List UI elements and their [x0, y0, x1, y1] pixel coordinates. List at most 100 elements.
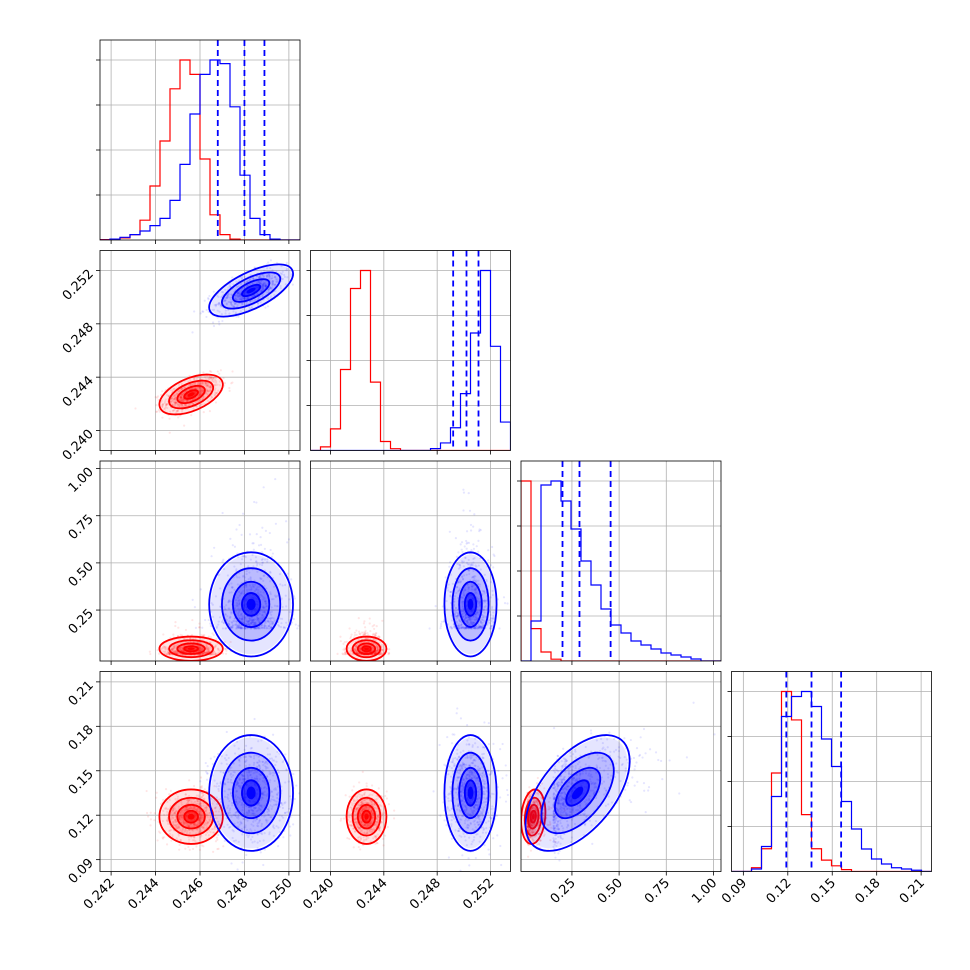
sample-point: [217, 302, 221, 305]
sample-point: [238, 290, 241, 293]
sample-point: [214, 595, 218, 598]
sample-point: [473, 592, 476, 595]
sample-point: [477, 579, 480, 582]
sample-point: [269, 619, 272, 622]
sample-point: [190, 383, 194, 386]
density-panel-2-1-series-2-contour-4: [241, 283, 262, 298]
sample-point: [473, 618, 476, 621]
sample-point: [205, 643, 208, 647]
sample-point: [387, 653, 390, 656]
sample-point: [250, 621, 253, 624]
sample-point: [166, 652, 169, 655]
sample-point: [471, 616, 474, 619]
sample-point: [245, 584, 248, 587]
sample-point: [441, 605, 444, 608]
sample-point: [237, 626, 240, 629]
sample-point: [477, 626, 480, 629]
sample-point: [198, 390, 201, 393]
sample-point: [456, 614, 460, 617]
sample-point: [190, 387, 193, 390]
sample-point: [197, 394, 201, 397]
sample-point: [200, 814, 203, 817]
sample-point: [382, 651, 385, 654]
sample-point: [238, 590, 241, 594]
sample-point: [173, 387, 176, 390]
sample-point: [357, 652, 360, 655]
sample-point: [179, 653, 182, 656]
sample-point: [205, 645, 208, 648]
sample-point: [234, 599, 238, 602]
sample-point: [171, 399, 174, 403]
sample-point: [468, 572, 471, 576]
sample-point: [178, 843, 181, 847]
sample-point: [456, 590, 460, 593]
sample-point: [170, 828, 173, 831]
sample-point: [168, 653, 171, 656]
sample-point: [199, 802, 202, 805]
sample-point: [199, 802, 202, 805]
sample-point: [460, 601, 464, 604]
sample-point: [210, 396, 213, 399]
sample-point: [457, 567, 461, 570]
sample-point: [196, 799, 199, 802]
sample-point: [204, 822, 207, 825]
sample-point: [376, 649, 379, 652]
sample-point: [178, 404, 181, 407]
sample-point: [180, 388, 184, 391]
sample-point: [265, 291, 269, 294]
sample-point: [358, 632, 361, 635]
sample-point: [165, 653, 169, 656]
sample-point: [174, 810, 177, 814]
sample-point: [236, 626, 239, 629]
sample-point: [240, 626, 243, 629]
sample-point: [266, 273, 269, 276]
sample-point: [458, 618, 461, 621]
sample-point: [210, 610, 213, 613]
sample-point: [186, 799, 189, 802]
sample-point: [261, 284, 264, 287]
sample-point: [198, 827, 201, 830]
sample-point: [230, 591, 233, 594]
sample-point: [210, 653, 213, 656]
sample-point: [474, 564, 477, 567]
sample-point: [263, 624, 266, 627]
sample-point: [182, 811, 185, 814]
sample-point: [177, 403, 180, 406]
sample-point: [264, 285, 267, 288]
sample-point: [355, 651, 358, 654]
sample-point: [227, 600, 230, 603]
sample-point: [212, 633, 215, 637]
sample-point: [344, 651, 347, 654]
sample-point: [204, 819, 208, 822]
sample-point: [215, 626, 218, 630]
sample-point: [249, 576, 252, 579]
sample-point: [486, 623, 489, 626]
sample-point: [212, 377, 215, 380]
sample-point: [200, 403, 203, 406]
sample-point: [218, 302, 221, 305]
sample-point: [206, 648, 209, 651]
sample-point: [155, 404, 158, 407]
sample-point: [194, 382, 197, 385]
sample-point: [249, 588, 253, 591]
sample-point: [190, 634, 194, 637]
sample-point: [215, 380, 218, 383]
sample-point: [222, 621, 225, 624]
sample-point: [171, 648, 174, 651]
sample-point: [451, 582, 454, 585]
sample-point: [235, 280, 238, 283]
sample-point: [216, 303, 220, 306]
sample-point: [199, 389, 202, 393]
sample-point: [460, 596, 463, 599]
sample-point: [240, 303, 244, 306]
sample-point: [362, 633, 365, 637]
sample-point: [166, 406, 169, 410]
sample-point: [238, 617, 241, 620]
sample-point: [489, 627, 492, 630]
sample-point: [185, 808, 188, 811]
sample-point: [171, 389, 174, 392]
sample-point: [212, 308, 216, 311]
sample-point: [233, 302, 237, 306]
sample-point: [242, 592, 245, 595]
sample-point: [214, 840, 218, 843]
